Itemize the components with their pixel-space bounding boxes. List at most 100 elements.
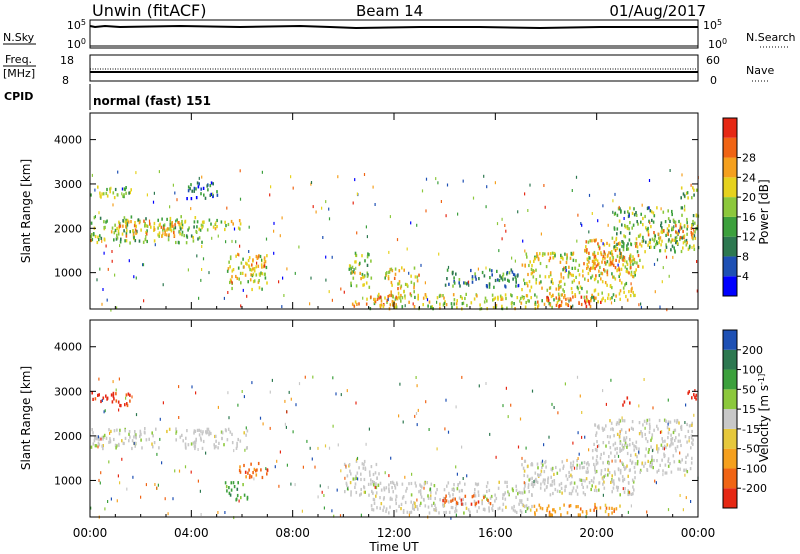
range-cell — [294, 271, 296, 275]
range-cell — [524, 305, 527, 309]
velocity-scatter-cells — [90, 375, 699, 520]
range-cell — [655, 240, 658, 244]
range-cell — [615, 294, 617, 298]
range-cell — [354, 260, 356, 264]
range-cell — [428, 300, 431, 304]
range-cell — [544, 252, 546, 256]
range-cell — [540, 280, 542, 284]
range-cell — [595, 431, 598, 435]
range-cell — [350, 493, 352, 497]
range-cell — [622, 248, 625, 252]
colorbar-segment — [723, 157, 737, 178]
range-cell — [665, 243, 667, 247]
range-cell — [691, 236, 694, 240]
range-cell — [598, 273, 601, 278]
range-cell — [190, 197, 193, 201]
range-cell — [310, 276, 312, 280]
range-cell — [116, 444, 118, 448]
range-cell — [575, 489, 577, 493]
range-cell — [165, 233, 168, 237]
range-cell — [209, 184, 212, 188]
range-cell — [593, 488, 596, 492]
range-cell — [507, 415, 509, 419]
range-cell — [581, 461, 583, 465]
range-cell — [634, 293, 636, 297]
range-cell — [227, 427, 230, 431]
range-cell — [639, 233, 642, 237]
range-cell — [354, 482, 357, 486]
range-cell — [530, 296, 532, 300]
range-cell — [578, 300, 580, 304]
range-cell — [446, 277, 448, 281]
range-cell — [679, 235, 682, 240]
range-cell — [477, 493, 480, 497]
range-cell — [626, 270, 629, 274]
range-cell — [152, 434, 154, 438]
range-cell — [493, 297, 495, 301]
range-cell — [240, 496, 242, 500]
colorbar-frame — [722, 117, 738, 297]
range-cell — [345, 464, 347, 468]
range-cell — [350, 281, 352, 285]
range-cell — [241, 390, 243, 393]
range-cell — [598, 269, 600, 273]
range-cell — [589, 239, 591, 243]
range-cell — [595, 462, 598, 466]
range-cell — [591, 484, 593, 488]
range-cell — [607, 473, 609, 477]
range-cell — [576, 492, 579, 496]
range-cell — [544, 275, 547, 279]
range-cell — [669, 444, 671, 448]
range-cell — [124, 436, 127, 440]
range-cell — [113, 397, 115, 401]
range-cell — [261, 265, 263, 269]
range-cell — [691, 246, 693, 249]
range-cell — [208, 430, 211, 434]
range-cell — [262, 422, 264, 426]
range-cell — [645, 240, 647, 244]
range-cell — [589, 304, 592, 309]
range-cell — [117, 400, 120, 404]
range-cell — [119, 481, 121, 485]
range-cell — [198, 428, 200, 432]
range-cell — [321, 206, 323, 210]
range-cell — [581, 435, 583, 439]
range-cell — [577, 213, 579, 217]
range-cell — [534, 471, 537, 475]
y-tick-label: 1000 — [54, 474, 82, 487]
range-cell — [662, 469, 664, 473]
range-cell — [434, 503, 436, 507]
range-cell — [576, 285, 579, 289]
range-cell — [231, 432, 233, 436]
range-cell — [178, 416, 180, 419]
range-cell — [578, 291, 581, 295]
range-cell — [486, 299, 488, 303]
range-cell — [233, 516, 235, 520]
range-cell — [586, 262, 589, 266]
range-cell — [670, 248, 672, 252]
range-cell — [438, 252, 440, 256]
range-cell — [298, 382, 301, 386]
range-cell — [616, 213, 619, 217]
range-cell — [652, 406, 654, 410]
range-cell — [176, 218, 178, 222]
range-cell — [364, 490, 366, 494]
range-cell — [612, 293, 615, 297]
range-cell — [594, 485, 597, 489]
range-cell — [255, 469, 257, 473]
range-cell — [413, 501, 415, 505]
range-cell — [666, 426, 669, 430]
range-cell — [370, 465, 373, 469]
colorbar-segment — [723, 349, 737, 370]
range-cell — [121, 232, 124, 236]
range-cell — [226, 489, 228, 493]
range-cell — [113, 231, 116, 235]
range-cell — [187, 185, 190, 189]
range-cell — [360, 513, 362, 517]
range-cell — [164, 497, 166, 501]
range-cell — [99, 481, 101, 485]
range-cell — [128, 191, 130, 195]
range-cell — [471, 275, 474, 279]
range-cell — [586, 466, 589, 470]
